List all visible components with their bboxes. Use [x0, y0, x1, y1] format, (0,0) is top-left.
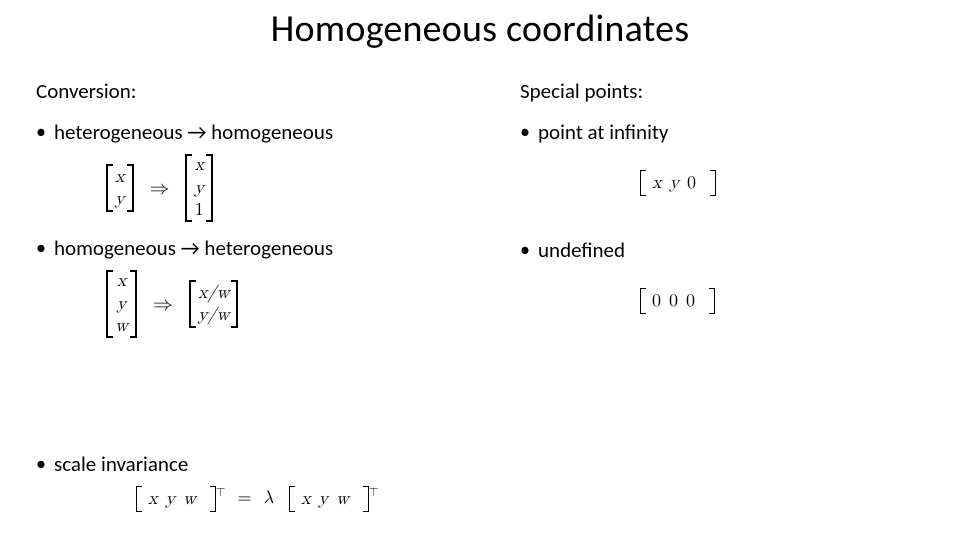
- slide: Homogeneous coordinates Conversion: • he…: [0, 0, 960, 540]
- conversion-heading: Conversion:: [36, 78, 476, 104]
- figure-homo-to-hetero: xyw ⇒ x/wy/w: [106, 270, 476, 338]
- bullet-text: heterogeneous → homogeneous: [54, 120, 333, 144]
- implies-icon: ⇒: [140, 176, 180, 200]
- figure-point-at-infinity: xy0: [640, 170, 960, 196]
- bullet-text: undefined: [538, 238, 625, 262]
- bullet-text: point at infinity: [538, 120, 668, 144]
- right-column: Special points: • point at infinity xy0 …: [520, 78, 960, 328]
- bullet-text: homogeneous → heterogeneous: [54, 236, 333, 260]
- bullet-undefined: • undefined: [520, 238, 960, 262]
- implies-icon: ⇒: [143, 292, 183, 316]
- slide-title: Homogeneous coordinates: [0, 6, 960, 52]
- bullet-homo-to-hetero: • homogeneous → heterogeneous: [36, 236, 476, 260]
- left-column: Conversion: • heterogeneous → homogeneou…: [36, 78, 476, 352]
- bullet-dot-icon: •: [520, 238, 538, 262]
- bullet-scale-invariance: • scale invariance: [36, 452, 736, 476]
- bullet-point-at-infinity: • point at infinity: [520, 120, 960, 144]
- figure-undefined: 000: [640, 288, 960, 314]
- figure-scale-invariance: xyw⊤ = λ xyw⊤: [136, 486, 736, 512]
- bullet-dot-icon: •: [36, 236, 54, 260]
- figure-hetero-to-homo: xy ⇒ xy1: [106, 154, 476, 222]
- bullet-hetero-to-homo: • heterogeneous → homogeneous: [36, 120, 476, 144]
- scale-invariance-block: • scale invariance xyw⊤ = λ xyw⊤: [36, 438, 736, 512]
- bullet-dot-icon: •: [520, 120, 538, 144]
- special-points-heading: Special points:: [520, 78, 960, 104]
- bullet-dot-icon: •: [36, 452, 54, 476]
- bullet-dot-icon: •: [36, 120, 54, 144]
- bullet-text: scale invariance: [54, 452, 188, 476]
